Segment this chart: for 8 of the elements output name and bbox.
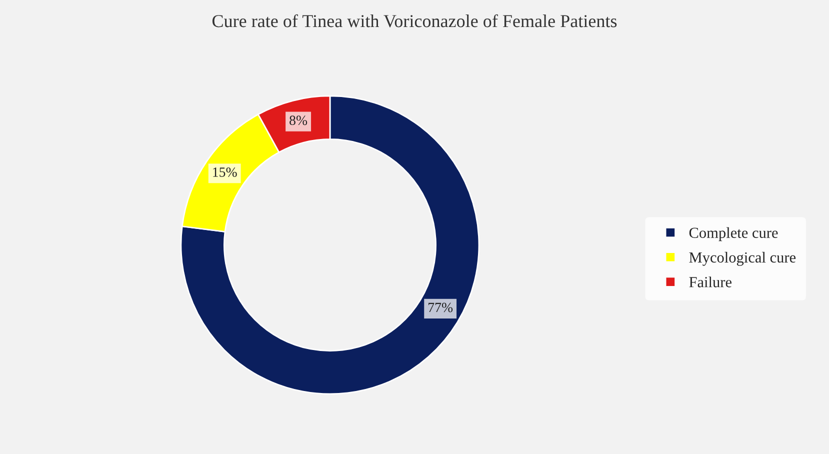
data-label: 8% <box>290 116 308 126</box>
data-label: 77% <box>428 302 453 312</box>
legend-label: Failure <box>689 276 732 288</box>
data-label: 15% <box>213 167 237 177</box>
legend-label: Mycological cure <box>689 252 796 266</box>
chart-title: Cure rate of Tinea with Voriconazole of Female Patients <box>212 14 617 28</box>
legend-label: Complete cure <box>689 227 778 242</box>
donut-slice <box>180 95 480 395</box>
